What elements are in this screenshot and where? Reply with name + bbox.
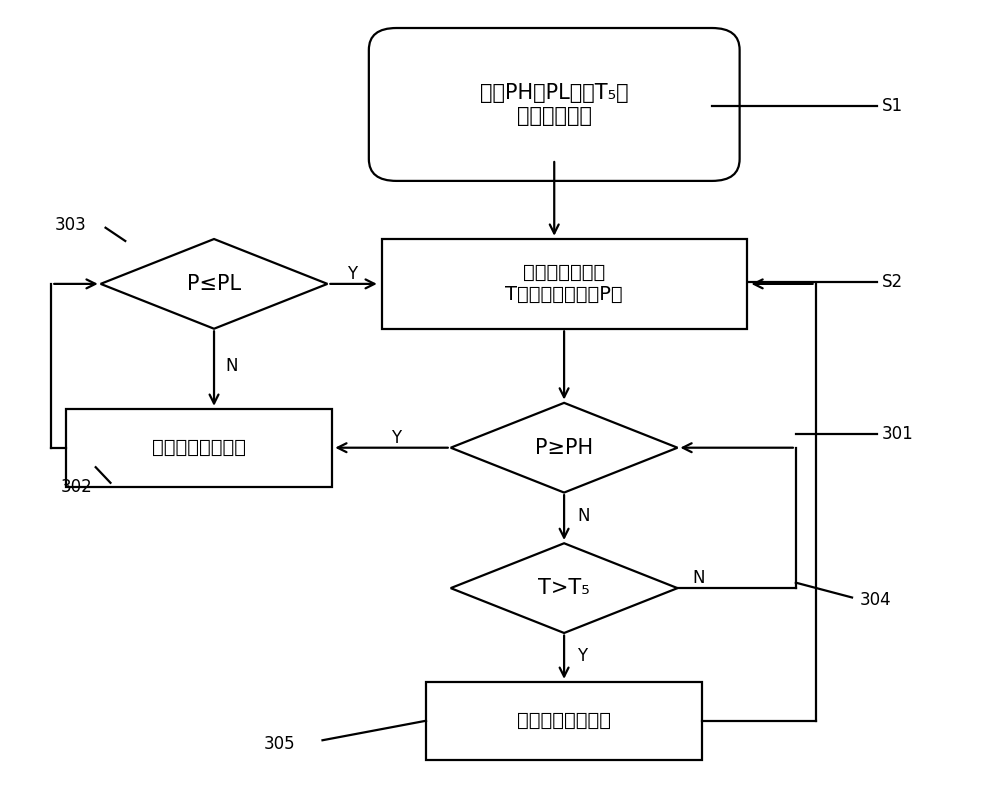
Text: 304: 304 — [860, 591, 892, 609]
Bar — [66, 409, 332, 487]
Text: P≤PL: P≤PL — [187, 274, 241, 294]
Text: 301: 301 — [882, 426, 913, 443]
Text: Y: Y — [391, 429, 402, 446]
FancyBboxPatch shape — [369, 28, 740, 181]
Polygon shape — [101, 239, 327, 329]
Text: 循环等待除尘，
T开始计时，检测P值: 循环等待除尘， T开始计时，检测P值 — [505, 264, 623, 304]
Text: T>T₅: T>T₅ — [538, 578, 590, 598]
Polygon shape — [451, 403, 677, 492]
Text: 设定PH、PL以及T₅，
控制系统启动: 设定PH、PL以及T₅， 控制系统启动 — [480, 83, 629, 126]
Text: N: N — [692, 569, 705, 587]
Text: Y: Y — [577, 647, 587, 665]
Bar — [382, 239, 747, 329]
Text: 压差一次循环清灰: 压差一次循环清灰 — [152, 438, 246, 457]
Bar — [426, 682, 702, 760]
Polygon shape — [451, 543, 677, 633]
Text: N: N — [577, 507, 589, 525]
Text: P≥PH: P≥PH — [535, 437, 593, 457]
Text: 305: 305 — [263, 735, 295, 754]
Text: 302: 302 — [61, 478, 93, 495]
Text: Y: Y — [347, 264, 357, 283]
Text: N: N — [226, 357, 238, 375]
Text: 时序一次循环清灰: 时序一次循环清灰 — [517, 711, 611, 730]
Text: 303: 303 — [54, 217, 86, 234]
Text: S1: S1 — [882, 97, 903, 115]
Text: S2: S2 — [882, 272, 903, 291]
